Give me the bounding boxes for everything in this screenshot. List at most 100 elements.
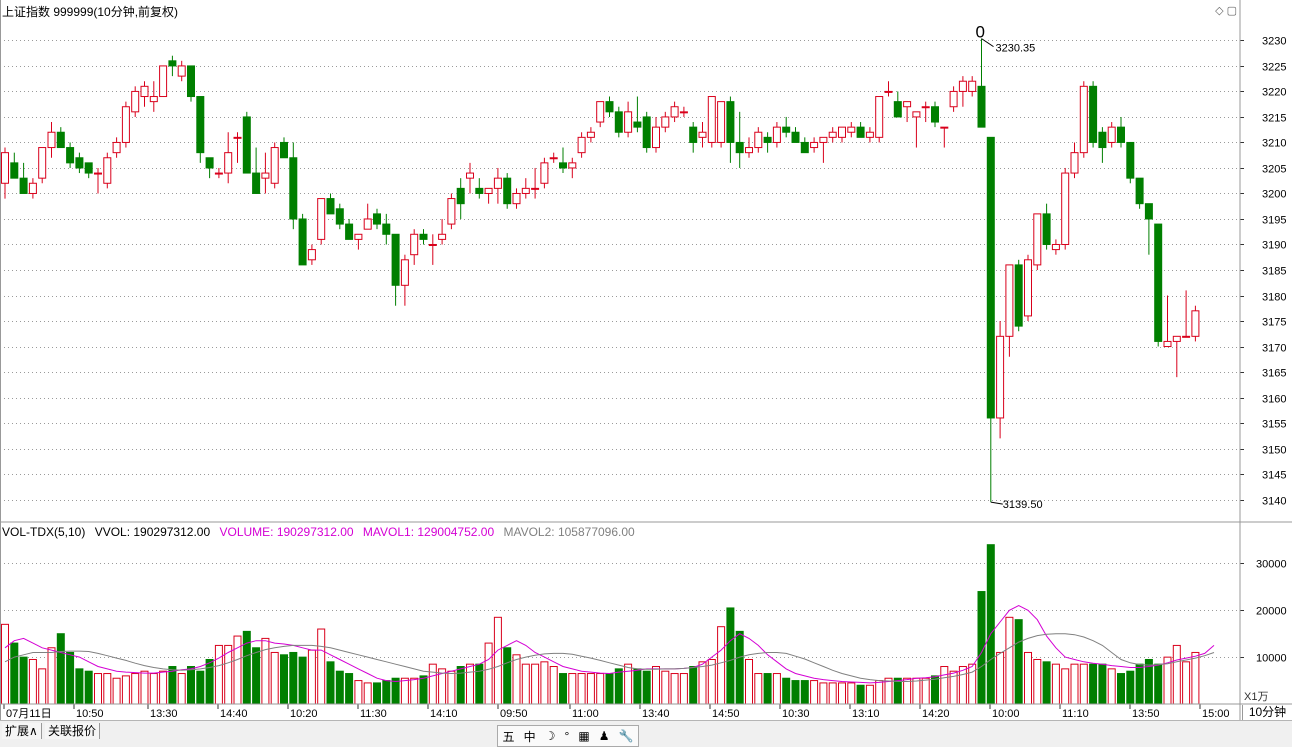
- calendar-icon[interactable]: 五: [502, 729, 515, 744]
- candle: [493, 167, 502, 204]
- candle: [838, 126, 846, 143]
- candle: [475, 178, 484, 199]
- time-tick-label: 11:10: [1062, 708, 1089, 720]
- candle-body: [456, 187, 465, 205]
- person-icon[interactable]: ♟: [598, 729, 610, 743]
- volume-bar: [772, 673, 781, 705]
- candle: [456, 178, 465, 219]
- candle: [1135, 177, 1144, 209]
- candle-body: [447, 198, 456, 225]
- candle-body: [1117, 126, 1125, 143]
- candle-body: [289, 157, 298, 220]
- zhong-icon[interactable]: 中: [523, 729, 536, 744]
- candle: [484, 187, 493, 204]
- time-tick-label: 11:00: [572, 708, 599, 720]
- dot-icon[interactable]: °: [564, 729, 570, 743]
- candle: [168, 55, 177, 77]
- candle: [400, 254, 409, 306]
- candle-body: [735, 141, 744, 154]
- candle: [1182, 290, 1191, 338]
- volume-axis: 10000 20000 30000: [1240, 559, 1287, 665]
- volume-bar: [652, 666, 660, 705]
- candle-body: [893, 101, 902, 118]
- candle-body: [605, 101, 614, 113]
- candle-body: [242, 116, 251, 174]
- volume-bar: [447, 670, 456, 705]
- candle-body: [1005, 264, 1014, 337]
- candle-body: [280, 141, 288, 159]
- candle: [1061, 167, 1070, 250]
- restore-icon[interactable]: ▢: [1226, 5, 1240, 17]
- candle: [819, 136, 828, 163]
- candle-body: [503, 177, 512, 205]
- chart-canvas[interactable]: 3140 3145 3150 3155 3160 3165 3170 3175 3180 3185…: [0, 0, 1292, 720]
- candle-body: [47, 131, 56, 149]
- candle: [10, 152, 19, 179]
- candle-body: [1135, 177, 1144, 205]
- price-tick-label: 3220: [1262, 87, 1286, 99]
- candle-body: [949, 90, 958, 108]
- high-pointer: [981, 38, 994, 48]
- candle: [503, 173, 512, 209]
- price-tick-label: 3215: [1262, 113, 1286, 125]
- candle: [298, 213, 307, 266]
- signal-marker: 0: [976, 23, 985, 42]
- candle: [1163, 295, 1172, 348]
- candle: [977, 38, 986, 128]
- candle: [754, 127, 763, 153]
- candle-body: [614, 111, 623, 133]
- candle-body: [159, 65, 168, 98]
- window-controls[interactable]: ◇▢: [1215, 4, 1240, 17]
- candle: [884, 81, 893, 97]
- volume-bar: [1079, 663, 1088, 705]
- volume-bar: [345, 673, 354, 705]
- tab-expand[interactable]: 扩展∧: [2, 723, 42, 739]
- candle-body: [1154, 223, 1163, 342]
- tab-related-quotes[interactable]: 关联报价: [45, 723, 101, 739]
- time-tick-label: 11:30: [360, 708, 387, 720]
- volume-bar: [856, 684, 865, 705]
- volume-bar: [326, 661, 335, 705]
- keyboard-icon[interactable]: ▦: [578, 729, 590, 743]
- period-selector[interactable]: 10分钟: [1242, 705, 1292, 720]
- candle: [949, 86, 958, 112]
- candle: [586, 127, 595, 143]
- candle: [1051, 239, 1060, 255]
- candle-body: [270, 147, 279, 184]
- volume-bar: [596, 673, 605, 705]
- volume-bar: [1154, 663, 1163, 705]
- candle: [828, 127, 837, 143]
- candle: [912, 111, 921, 148]
- diamond-icon[interactable]: ◇: [1215, 5, 1227, 17]
- candle-body: [75, 157, 84, 169]
- candle: [745, 137, 753, 158]
- volume-bar: [159, 670, 168, 705]
- volume-bar: [280, 654, 288, 705]
- moon-icon[interactable]: ☽: [544, 729, 556, 743]
- mavol1-line: [4, 605, 1215, 684]
- candle: [121, 101, 130, 148]
- price-tick-label: 3190: [1262, 240, 1286, 252]
- candle: [772, 122, 781, 148]
- volume-bar: [56, 633, 65, 705]
- candle: [670, 101, 679, 123]
- candle: [261, 152, 270, 194]
- chart-title: 上证指数 999999(10分钟,前复权): [2, 5, 179, 19]
- price-tick-label: 3195: [1262, 215, 1286, 227]
- volume-bar: [642, 670, 651, 705]
- vol-indicator-name[interactable]: VOL-TDX(5,10): [2, 525, 86, 539]
- candle: [1154, 223, 1163, 347]
- candle-body: [10, 162, 19, 179]
- candle: [233, 132, 242, 163]
- wrench-icon[interactable]: 🔧: [618, 729, 634, 743]
- candle: [363, 203, 372, 230]
- candle: [317, 198, 326, 245]
- volume-bar: [1117, 673, 1125, 705]
- volume-bar: [168, 666, 177, 705]
- time-tick-label: 13:50: [1132, 708, 1160, 720]
- volume-bar: [382, 680, 391, 705]
- candle-body: [549, 157, 558, 160]
- time-tick-label: 14:40: [220, 708, 248, 720]
- time-tick-label: 07月11日: [6, 708, 52, 720]
- volume-bar: [903, 677, 912, 705]
